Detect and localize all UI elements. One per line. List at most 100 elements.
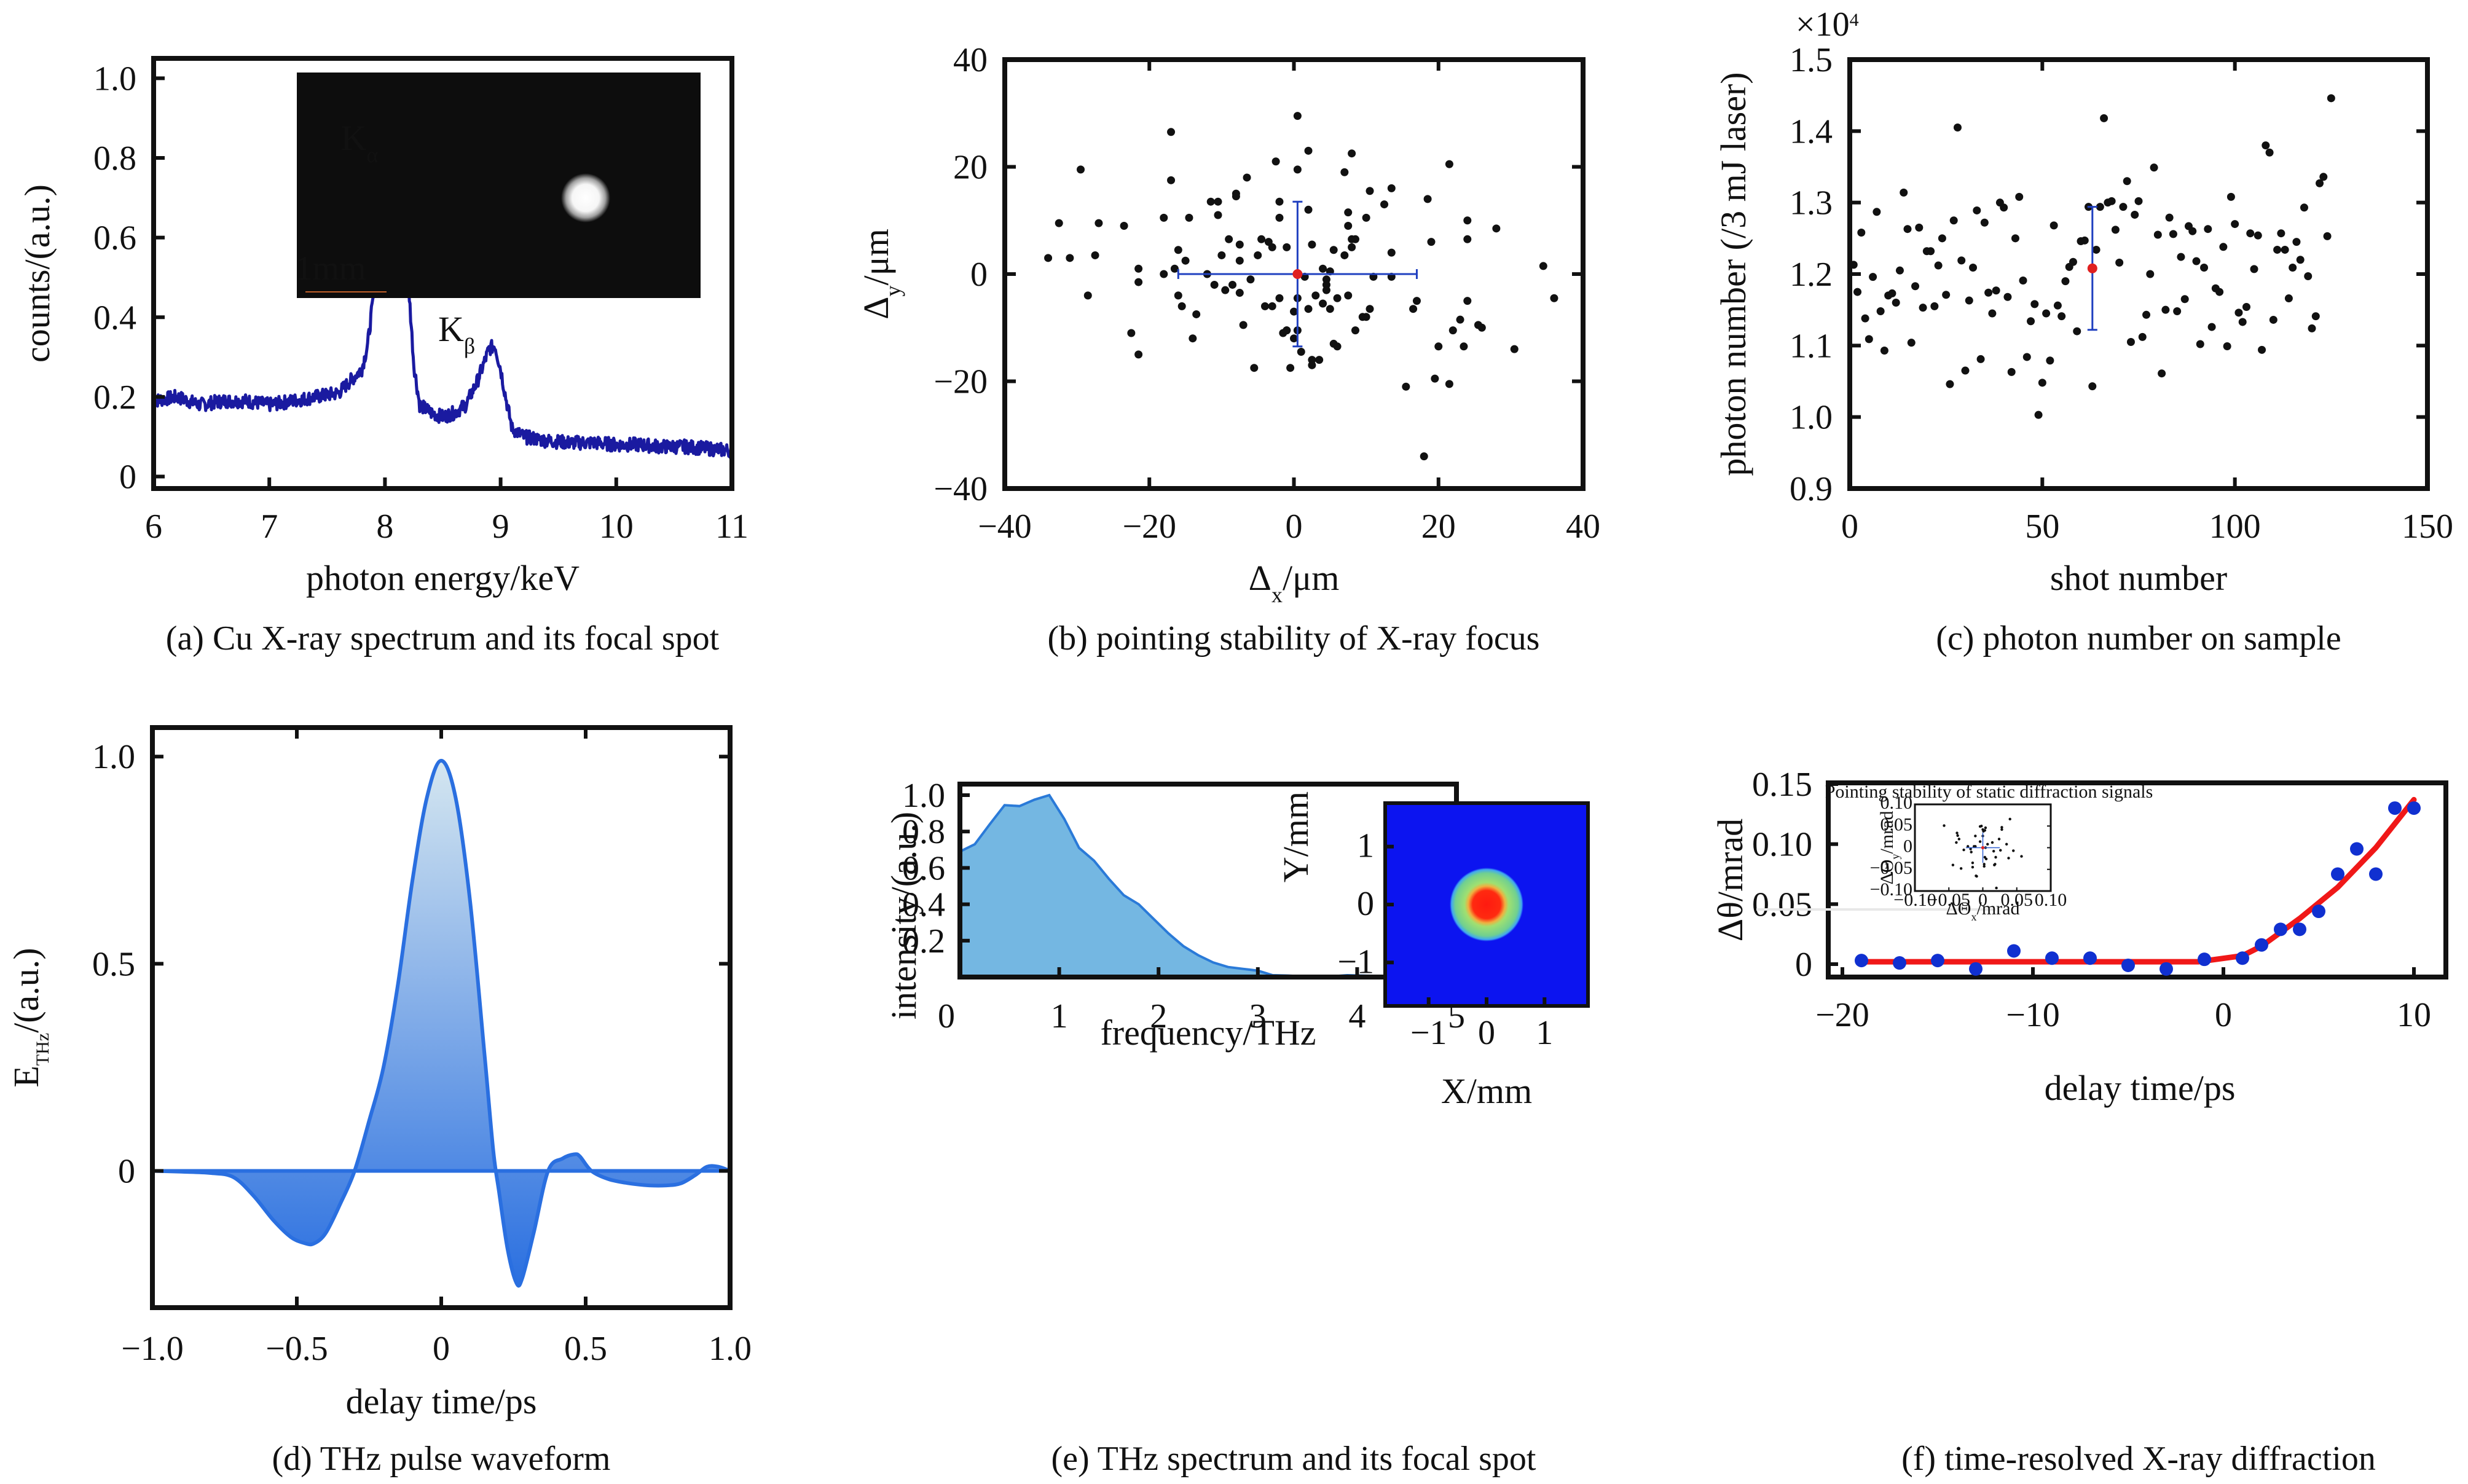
inset-scatter-point — [1974, 834, 1977, 838]
scatter-point — [2111, 226, 2120, 234]
inset-scatter-point — [2005, 842, 2008, 846]
scatter-point — [1283, 326, 1291, 335]
scatter-point — [2142, 310, 2151, 319]
inset-scatter-point — [1978, 840, 1982, 843]
scatter-point — [1189, 334, 1197, 343]
y-tick-label: 1.4 — [1790, 112, 1833, 151]
inset-scatter-point — [1962, 848, 1965, 852]
x-axis-label: photon energy/keV — [306, 558, 580, 598]
scatter-point — [1434, 342, 1443, 351]
xray-focal-spot — [561, 173, 610, 222]
scatter-point — [2053, 301, 2062, 310]
data-point — [2198, 952, 2211, 967]
inset-x-tick-label: 0 — [1478, 1014, 1495, 1052]
y-tick-label: 0 — [970, 256, 988, 294]
scatter-point — [2304, 272, 2313, 280]
scatter-point — [1160, 270, 1168, 278]
inset-scatter-point — [1955, 831, 1959, 834]
scatter-point — [1283, 243, 1291, 251]
scatter-point — [2107, 197, 2116, 205]
scatter-point — [2284, 294, 2293, 303]
scatter-point — [1304, 146, 1313, 155]
scatter-point — [2057, 312, 2066, 321]
scatter-point — [1297, 348, 1305, 356]
data-point — [2350, 842, 2364, 856]
scatter-point — [1246, 275, 1255, 284]
inset-mean-point — [1981, 846, 1985, 850]
scatter-point — [2296, 256, 2305, 264]
scatter-point — [2046, 356, 2054, 365]
inset-scatter-point — [1999, 849, 2002, 852]
data-point — [2312, 905, 2325, 919]
scatter-point — [1949, 216, 1958, 225]
scatter-point — [1903, 225, 1912, 234]
x-tick-label: 10 — [599, 508, 634, 546]
scatter-point — [1206, 197, 1215, 206]
scatter-point — [1214, 211, 1222, 219]
inset-scatter-point — [1943, 824, 1946, 827]
scatter-point — [1492, 224, 1501, 233]
scatter-point — [2262, 141, 2270, 150]
scatter-point — [1427, 238, 1436, 246]
scatter-point — [1907, 339, 1916, 347]
scatter-point — [1260, 302, 1269, 310]
scatter-point — [2119, 203, 2128, 211]
scatter-point — [2223, 342, 2231, 350]
scatter-point — [2153, 230, 2162, 239]
inset-scatter-point — [1971, 866, 1975, 869]
x-tick-label: −0.5 — [265, 1330, 328, 1368]
scatter-point — [2238, 318, 2247, 326]
data-point — [2160, 962, 2173, 976]
scatter-point — [2115, 258, 2124, 267]
scatter-point — [1293, 112, 1302, 120]
scatter-point — [1445, 160, 1453, 168]
caption-d: (d) THz pulse waveform — [272, 1440, 610, 1478]
scatter-point — [1290, 307, 1298, 316]
scatter-point — [1322, 286, 1330, 294]
scatter-point — [2246, 229, 2255, 238]
inset-x-tick-label: 0 — [1978, 890, 1987, 910]
scatter-point — [1992, 286, 2000, 295]
scatter-point — [1423, 195, 1432, 203]
data-point — [2045, 951, 2059, 965]
y-tick-label: −20 — [933, 363, 988, 401]
scatter-point — [2215, 288, 2224, 296]
scatter-point — [1849, 261, 1858, 269]
scatter-point — [2319, 173, 2328, 181]
scatter-point — [1160, 213, 1168, 222]
inset-scatter-point — [2020, 855, 2023, 858]
y-tick-label: 0.2 — [93, 379, 136, 417]
scatter-point — [1412, 297, 1421, 305]
scatter-point — [1409, 305, 1418, 313]
plot-frame — [1847, 57, 2430, 491]
scatter-point — [1134, 278, 1143, 286]
x-axis-label: frequency/THz — [1100, 1013, 1316, 1053]
x-tick-label: 6 — [145, 508, 162, 546]
scatter-point — [1348, 243, 1356, 251]
scatter-point — [1286, 364, 1295, 372]
scatter-point — [1235, 256, 1244, 265]
inset-x-tick-label: 0.10 — [2035, 890, 2067, 910]
inset-scatter-point — [1955, 841, 1958, 844]
scatter-point — [1214, 197, 1222, 206]
scatter-point — [1225, 235, 1233, 243]
scatter-point — [1865, 335, 1873, 344]
scatter-point — [1275, 294, 1284, 302]
x-tick-label: 0 — [1841, 508, 1858, 546]
scatter-point — [2207, 323, 2216, 331]
scatter-point — [2281, 245, 2289, 254]
y-tick-label: 1.0 — [902, 777, 945, 815]
scatter-point — [2177, 253, 2185, 261]
data-point — [1931, 954, 1944, 968]
inset-scatter-point — [1994, 863, 1997, 866]
scatter-point — [2069, 257, 2077, 266]
scatter-point — [2027, 317, 2035, 326]
scatter-point — [1177, 302, 1186, 310]
x-tick-label: 0.5 — [564, 1330, 607, 1368]
scatter-point — [1900, 188, 1908, 197]
thz-focal-spot — [1450, 868, 1523, 941]
scatter-point — [2188, 227, 2197, 235]
x-axis-label: shot number — [2050, 558, 2227, 598]
scatter-point — [1268, 302, 1276, 310]
data-point — [2255, 938, 2268, 952]
